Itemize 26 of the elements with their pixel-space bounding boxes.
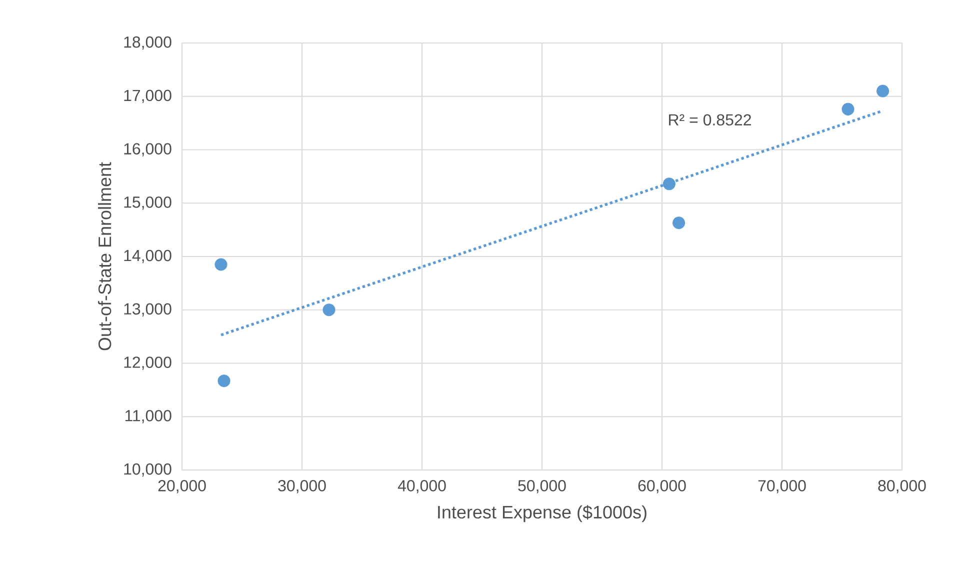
x-tick-label: 50,000: [518, 480, 566, 494]
y-tick-label: 12,000: [124, 356, 172, 370]
x-tick-label: 80,000: [878, 480, 926, 494]
x-tick-label: 20,000: [158, 480, 206, 494]
y-tick-label: 16,000: [124, 143, 172, 156]
y-tick-label: 17,000: [124, 90, 172, 103]
y-tick-label: 11,000: [125, 410, 172, 424]
point: [322, 304, 336, 316]
y-axis-title: Out-of-State Enrollment: [98, 162, 112, 350]
y-tick-label: 15,000: [124, 196, 172, 210]
x-tick-label: 60,000: [638, 480, 686, 494]
y-tick-label: 14,000: [124, 250, 172, 264]
x-tick-label: 30,000: [278, 480, 326, 494]
point: [214, 258, 228, 271]
y-tick-label: 13,000: [124, 303, 172, 316]
point: [672, 216, 686, 230]
point: [662, 178, 676, 190]
x-axis-title: Interest Expense ($1000s): [438, 505, 646, 522]
x-tick-label: 70,000: [758, 480, 806, 494]
x-tick-label: 40,000: [398, 480, 446, 494]
annotation: R² = 0.8522: [669, 114, 751, 126]
y-tick-label: 10,000: [124, 463, 172, 477]
y-tick-label: 18,000: [124, 36, 172, 50]
point: [842, 102, 854, 116]
point: [218, 374, 230, 388]
point: [876, 84, 890, 98]
